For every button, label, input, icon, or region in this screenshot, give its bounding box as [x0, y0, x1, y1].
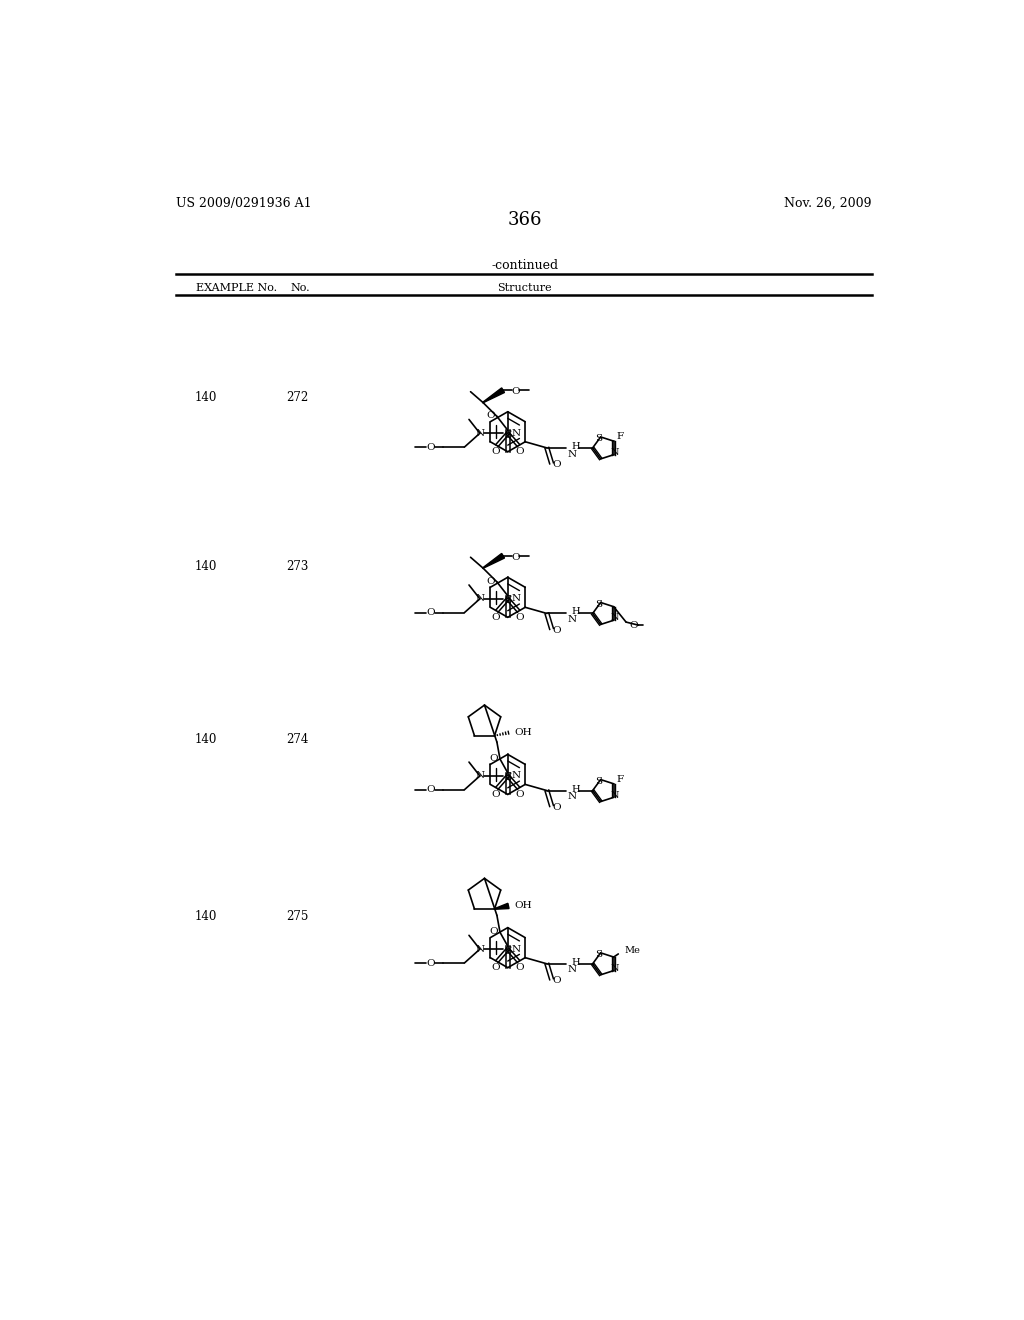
Text: H: H [571, 958, 581, 966]
Text: O: O [492, 447, 500, 457]
Text: O: O [426, 958, 434, 968]
Text: 273: 273 [286, 560, 308, 573]
Text: O: O [486, 411, 496, 420]
Text: Nov. 26, 2009: Nov. 26, 2009 [784, 197, 872, 210]
Text: 272: 272 [286, 391, 308, 404]
Text: O: O [426, 785, 434, 795]
Text: O: O [552, 461, 560, 470]
Text: O: O [630, 620, 638, 630]
Text: S: S [504, 595, 512, 606]
Polygon shape [495, 903, 509, 909]
Text: F: F [616, 432, 624, 441]
Text: N: N [568, 965, 577, 974]
Text: 275: 275 [286, 911, 308, 924]
Text: O: O [426, 442, 434, 451]
Text: O: O [492, 612, 500, 622]
Text: N: N [611, 964, 620, 973]
Text: No.: No. [291, 284, 310, 293]
Text: S: S [504, 772, 512, 783]
Text: 274: 274 [286, 733, 308, 746]
Text: S: S [504, 945, 512, 956]
Polygon shape [482, 388, 505, 403]
Text: N: N [512, 771, 521, 780]
Text: O: O [492, 964, 500, 972]
Text: S: S [595, 776, 602, 785]
Text: O: O [552, 977, 560, 985]
Text: O: O [511, 553, 520, 562]
Text: N: N [611, 791, 620, 800]
Text: OH: OH [515, 902, 532, 911]
Text: O: O [552, 626, 560, 635]
Text: N: N [611, 447, 620, 457]
Text: N: N [568, 615, 577, 624]
Text: EXAMPLE No.: EXAMPLE No. [197, 284, 278, 293]
Text: 140: 140 [195, 391, 217, 404]
Text: S: S [504, 430, 512, 440]
Text: Structure: Structure [498, 284, 552, 293]
Text: 140: 140 [195, 560, 217, 573]
Text: O: O [426, 609, 434, 618]
Text: N: N [475, 771, 484, 780]
Text: N: N [568, 450, 577, 458]
Text: N: N [611, 614, 620, 623]
Text: O: O [489, 754, 499, 763]
Text: O: O [489, 927, 499, 936]
Text: O: O [516, 789, 524, 799]
Text: O: O [552, 803, 560, 812]
Text: 140: 140 [195, 911, 217, 924]
Text: S: S [595, 599, 602, 609]
Text: O: O [486, 577, 496, 586]
Text: OH: OH [515, 729, 532, 737]
Text: N: N [475, 429, 484, 438]
Text: 140: 140 [195, 733, 217, 746]
Text: S: S [595, 950, 602, 958]
Text: H: H [571, 607, 581, 616]
Text: N: N [512, 429, 521, 438]
Polygon shape [482, 553, 505, 569]
Text: O: O [511, 387, 520, 396]
Text: N: N [512, 945, 521, 953]
Text: O: O [492, 789, 500, 799]
Text: H: H [571, 442, 581, 451]
Text: N: N [568, 792, 577, 801]
Text: F: F [616, 775, 624, 784]
Text: N: N [512, 594, 521, 603]
Text: S: S [595, 434, 602, 444]
Text: Me: Me [625, 946, 640, 956]
Text: H: H [571, 784, 581, 793]
Text: -continued: -continued [492, 259, 558, 272]
Text: N: N [475, 594, 484, 603]
Text: O: O [516, 612, 524, 622]
Text: 366: 366 [508, 211, 542, 228]
Text: O: O [516, 447, 524, 457]
Text: US 2009/0291936 A1: US 2009/0291936 A1 [176, 197, 311, 210]
Text: O: O [516, 964, 524, 972]
Text: N: N [475, 945, 484, 953]
